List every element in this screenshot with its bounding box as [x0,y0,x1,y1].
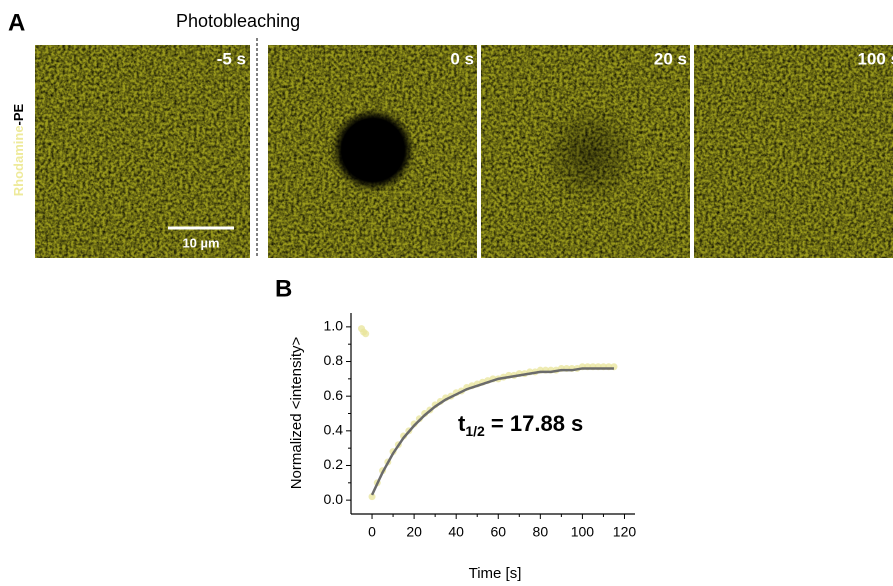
scale-label: 10 µm [182,235,219,250]
micrographs [35,45,893,258]
annotation-t: t [458,411,466,436]
frame-label: -5 s [217,49,246,68]
stain-label: Rhodamine-PE [11,103,26,196]
x-tick-label: 80 [533,524,549,540]
y-tick-label: 0.0 [324,491,344,507]
y-tick-label: 0.4 [324,422,344,438]
annotation-rest: = 17.88 s [485,411,583,436]
data-point [362,330,370,338]
annotation: Photobleaching [176,11,300,31]
frame-label: 0 s [450,49,474,68]
x-tick-label: 0 [368,524,376,540]
bleach-spot [540,105,640,205]
fit-curve [370,367,614,496]
panel-label: A [8,9,25,36]
data-point [368,493,376,501]
x-tick-label: 60 [490,524,506,540]
x-axis-label: Time [s] [469,565,522,582]
y-tick-label: 0.8 [324,352,344,368]
y-axis-label: Normalized <intensity> [288,336,305,489]
y-tick-label: 1.0 [324,318,344,334]
x-tick-label: 20 [406,524,422,540]
frame-label: 20 s [654,49,687,68]
x-tick-label: 100 [571,524,595,540]
y-tick-label: 0.2 [324,456,344,472]
texture [35,45,250,258]
frame-label: 100 s [857,49,893,68]
x-tick-label: 40 [448,524,464,540]
annotation-sub: 1/2 [465,423,485,439]
y-tick-label: 0.6 [324,387,344,403]
chart: B Time [s] Normalized <intensity> t1/2 =… [275,275,583,582]
annotation: t1/2 = 17.88 s [458,411,583,439]
panel-label: B [275,275,292,302]
stain-suffix: -PE [11,103,26,125]
stain-name: Rhodamine [11,125,26,196]
texture [694,45,893,258]
x-tick-label: 120 [613,524,637,540]
bleach-spot [331,108,415,192]
